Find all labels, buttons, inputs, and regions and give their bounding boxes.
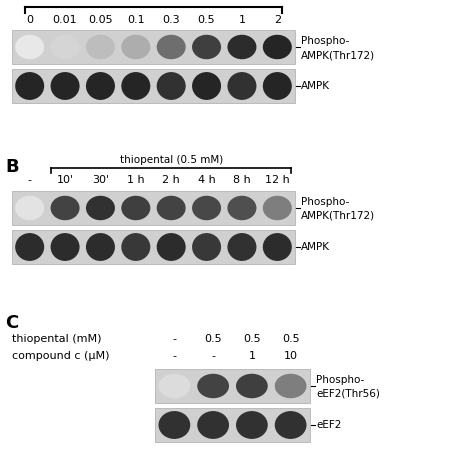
Ellipse shape [275,374,307,398]
Ellipse shape [86,196,115,220]
Ellipse shape [15,233,44,261]
Ellipse shape [15,72,44,100]
Ellipse shape [51,233,80,261]
Text: 30': 30' [92,175,109,185]
Ellipse shape [192,233,221,261]
FancyBboxPatch shape [155,369,310,403]
Ellipse shape [86,233,115,261]
Text: 1: 1 [238,15,246,25]
Text: 0.5: 0.5 [198,15,215,25]
Text: AMPK: AMPK [301,81,330,91]
Text: 0.3: 0.3 [163,15,180,25]
Ellipse shape [15,35,44,59]
Text: Phospho-: Phospho- [316,375,365,385]
Ellipse shape [157,196,186,220]
Text: 1: 1 [248,351,255,361]
Ellipse shape [236,411,268,439]
Ellipse shape [121,72,150,100]
Ellipse shape [263,196,292,220]
FancyBboxPatch shape [12,30,295,64]
Ellipse shape [51,72,80,100]
Ellipse shape [228,196,256,220]
Text: 0.5: 0.5 [282,334,300,344]
Text: 12 h: 12 h [265,175,290,185]
Ellipse shape [51,35,80,59]
Ellipse shape [263,35,292,59]
Text: 10: 10 [283,351,298,361]
Text: 4 h: 4 h [198,175,216,185]
Text: AMPK(Thr172): AMPK(Thr172) [301,211,375,221]
Text: 0.1: 0.1 [127,15,145,25]
Text: -: - [173,351,176,361]
Ellipse shape [86,72,115,100]
Ellipse shape [86,35,115,59]
Text: thiopental (0.5 mM): thiopental (0.5 mM) [119,155,223,165]
Text: eEF2(Thr56): eEF2(Thr56) [316,389,380,399]
Text: AMPK: AMPK [301,242,330,252]
Text: B: B [5,158,18,176]
Ellipse shape [158,411,190,439]
Text: 2 h: 2 h [162,175,180,185]
Ellipse shape [197,411,229,439]
Ellipse shape [121,35,150,59]
Ellipse shape [157,233,186,261]
Text: -: - [27,175,32,185]
Text: 0.5: 0.5 [243,334,261,344]
Text: Phospho-: Phospho- [301,36,349,46]
FancyBboxPatch shape [155,408,310,442]
Text: AMPK(Thr172): AMPK(Thr172) [301,50,375,60]
Ellipse shape [121,233,150,261]
Text: thiopental (mM): thiopental (mM) [12,334,101,344]
FancyBboxPatch shape [12,191,295,225]
Text: -: - [211,351,215,361]
Ellipse shape [263,72,292,100]
Text: 0: 0 [26,15,33,25]
FancyBboxPatch shape [12,69,295,103]
Ellipse shape [275,411,307,439]
Text: 10': 10' [56,175,73,185]
Ellipse shape [51,196,80,220]
Text: C: C [5,314,18,332]
Ellipse shape [157,72,186,100]
Ellipse shape [15,196,44,220]
Text: compound c (μM): compound c (μM) [12,351,109,361]
Text: Phospho-: Phospho- [301,197,349,207]
Ellipse shape [192,196,221,220]
Text: 0.05: 0.05 [88,15,113,25]
Text: 1 h: 1 h [127,175,145,185]
Text: 0.01: 0.01 [53,15,77,25]
Ellipse shape [228,233,256,261]
Ellipse shape [236,374,268,398]
Text: 0.5: 0.5 [204,334,222,344]
Ellipse shape [228,35,256,59]
Ellipse shape [157,35,186,59]
Ellipse shape [158,374,190,398]
Text: -: - [173,334,176,344]
Text: 8 h: 8 h [233,175,251,185]
Ellipse shape [197,374,229,398]
Text: 2: 2 [274,15,281,25]
Ellipse shape [228,72,256,100]
Ellipse shape [192,72,221,100]
Ellipse shape [192,35,221,59]
FancyBboxPatch shape [12,230,295,264]
Ellipse shape [121,196,150,220]
Text: eEF2: eEF2 [316,420,341,430]
Ellipse shape [263,233,292,261]
